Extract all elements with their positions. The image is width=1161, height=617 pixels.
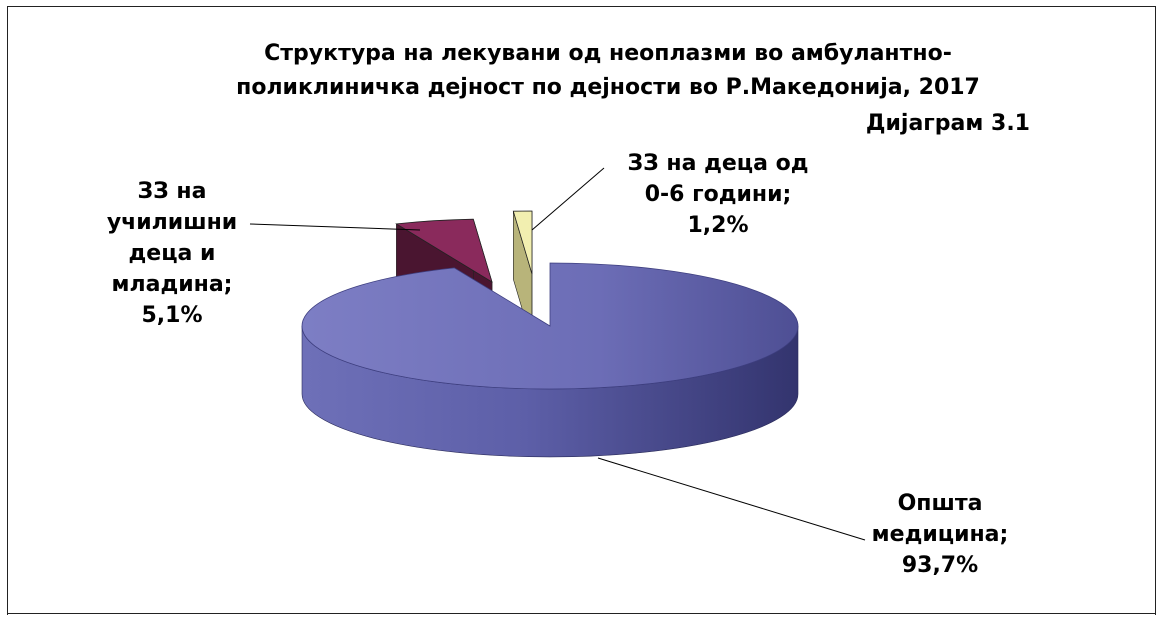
slice-label-2-line-0: ЗЗ на деца од [627,151,808,176]
leader-line-1 [250,224,420,230]
slice-label-2-line-2: 1,2% [687,213,748,238]
slice-label-1-line-0: ЗЗ на [138,179,207,204]
slice-label-1-line-1: училишни [107,210,237,235]
slice-label-0-line-0: Општа [898,491,983,516]
chart-subtitle: Дијаграм 3.1 [866,111,1030,136]
slice-label-0-line-2: 93,7% [902,553,978,578]
leader-line-0 [598,458,865,540]
slice-label-1-line-3: младина; [112,272,233,297]
pie-slice-0 [302,263,798,389]
leader-line-2 [532,168,604,230]
chart-title-group: Структура на лекувани од неоплазми во ам… [236,41,1030,136]
slice-label-0-line-1: медицина; [872,522,1009,547]
slice-label-1-line-4: 5,1% [141,303,202,328]
slice-label-1-line-2: деца и [129,241,216,266]
slice-label-2-line-1: 0-6 години; [645,182,792,207]
chart-title-line-2: поликлиничка дејност по дејности во Р.Ма… [236,75,980,100]
chart-title-line-1: Структура на лекувани од неоплазми во ам… [264,41,952,66]
